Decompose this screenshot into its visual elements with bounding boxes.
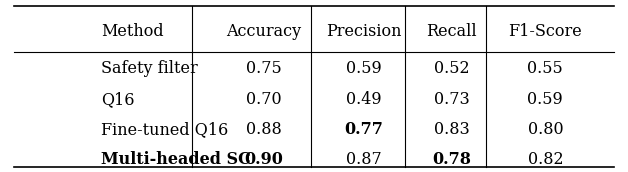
Text: F1-Score: F1-Score (509, 23, 582, 40)
Text: 0.73: 0.73 (434, 91, 469, 108)
Text: 0.77: 0.77 (345, 121, 384, 138)
Text: Method: Method (102, 23, 164, 40)
Text: Accuracy: Accuracy (227, 23, 301, 40)
Text: 0.82: 0.82 (528, 151, 563, 168)
Text: 0.83: 0.83 (434, 121, 469, 138)
Text: 0.52: 0.52 (434, 60, 469, 77)
Text: Precision: Precision (327, 23, 402, 40)
Text: 0.75: 0.75 (246, 60, 282, 77)
Text: Safety filter: Safety filter (102, 60, 198, 77)
Text: 0.70: 0.70 (246, 91, 282, 108)
Text: 0.78: 0.78 (432, 151, 471, 168)
Text: 0.59: 0.59 (528, 91, 563, 108)
Text: 0.88: 0.88 (246, 121, 282, 138)
Text: 0.90: 0.90 (244, 151, 283, 168)
Text: Q16: Q16 (102, 91, 135, 108)
Text: 0.59: 0.59 (346, 60, 382, 77)
Text: 0.87: 0.87 (346, 151, 382, 168)
Text: Multi-headed SC: Multi-headed SC (102, 151, 251, 168)
Text: Recall: Recall (426, 23, 477, 40)
Text: 0.49: 0.49 (346, 91, 382, 108)
Text: Fine-tuned Q16: Fine-tuned Q16 (102, 121, 229, 138)
Text: 0.80: 0.80 (528, 121, 563, 138)
Text: 0.55: 0.55 (528, 60, 563, 77)
